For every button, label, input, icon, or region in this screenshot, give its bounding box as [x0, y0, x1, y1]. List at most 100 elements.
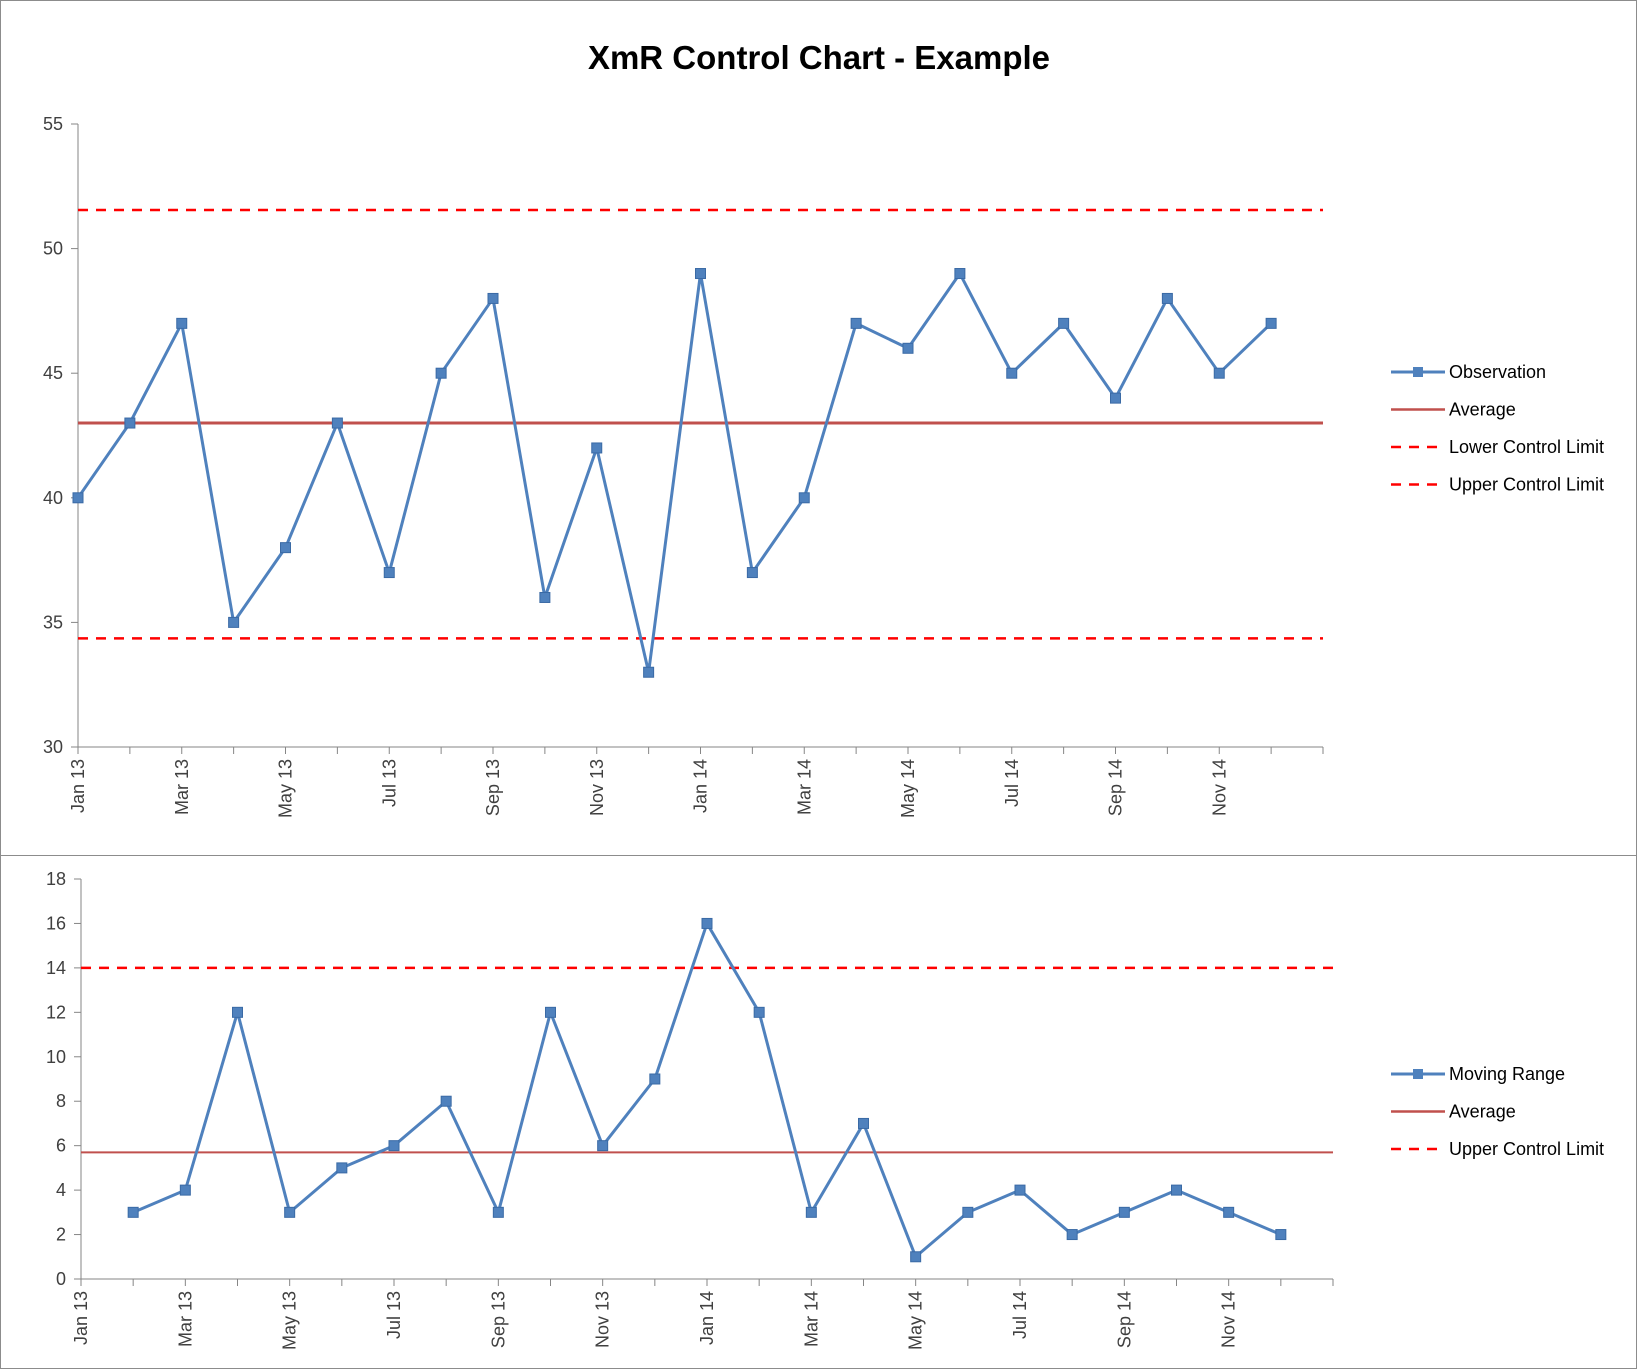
- observation-point: [280, 542, 291, 554]
- observation-line: [76, 272, 1273, 674]
- observation-point: [1110, 392, 1121, 404]
- x-tick-label: Nov 14: [1209, 759, 1229, 816]
- mr-chart-panel: 0 2 4 6 8 10 12 14 16 18 Jan 13 Mar 13 May 13 Jul 13 S…: [0, 855, 1637, 1369]
- observation-point: [695, 268, 706, 280]
- y-tick-label: 10: [46, 1047, 66, 1067]
- x-tick-label: Nov 14: [1219, 1291, 1239, 1348]
- x-tick-label: Nov 13: [587, 759, 607, 816]
- x-tick-label: May 14: [898, 759, 918, 818]
- x-tick-label: Sep 14: [1106, 759, 1126, 816]
- x-tick-label: Jan 14: [691, 759, 711, 813]
- x-tick-label: Sep 14: [1114, 1291, 1134, 1348]
- observation-point: [435, 367, 447, 379]
- y-tick-label: 2: [56, 1225, 66, 1245]
- y-tick-label: 50: [43, 239, 63, 259]
- x-tick-label: Jul 13: [379, 759, 399, 807]
- observation-point: [1265, 317, 1277, 329]
- x-tick-label: Sep 13: [483, 759, 503, 816]
- observation-point: [72, 492, 84, 504]
- x-tick-label: Jan 13: [68, 759, 88, 813]
- y-tick-label: 55: [43, 114, 63, 134]
- y-tick-label: 16: [46, 913, 66, 933]
- observation-point: [1213, 367, 1225, 379]
- moving-range-point: [1223, 1206, 1235, 1218]
- y-tick-label: 0: [56, 1269, 66, 1289]
- legend-observation-label: Observation: [1449, 362, 1546, 382]
- moving-range-point: [336, 1162, 348, 1174]
- moving-range-point: [910, 1251, 922, 1263]
- observation-point: [798, 492, 810, 504]
- observation-point: [124, 417, 136, 429]
- moving-range-point: [1014, 1184, 1026, 1196]
- observation-point: [643, 666, 655, 678]
- moving-range-point: [232, 1006, 243, 1018]
- x-tick-label: May 14: [906, 1291, 926, 1350]
- moving-range-point: [701, 917, 713, 929]
- x-chart-svg: XmR Control Chart - Example 30 35 40 45 50 55 J…: [43, 39, 1604, 818]
- x-tick-label: Nov 13: [593, 1291, 613, 1348]
- observation-point: [954, 268, 966, 280]
- legend-lower-control-limit-label: Lower Control Limit: [1449, 437, 1604, 457]
- x-tick-label: Mar 13: [175, 1291, 195, 1347]
- moving-range-point: [962, 1206, 974, 1218]
- observation-point: [228, 616, 240, 628]
- moving-range-point: [1066, 1229, 1078, 1241]
- observation-point: [902, 342, 914, 354]
- x-tick-label: Jul 14: [1002, 759, 1022, 807]
- x-tick-label: Mar 13: [172, 759, 192, 815]
- y-tick-label: 8: [56, 1091, 66, 1111]
- x-tick-label: Jul 13: [384, 1291, 404, 1339]
- legend-observation-marker: [1413, 367, 1423, 377]
- legend-upper-control-limit-label: Upper Control Limit: [1449, 1139, 1604, 1159]
- legend-average-label: Average: [1449, 1102, 1516, 1122]
- moving-range-point: [805, 1206, 817, 1218]
- moving-range-point: [284, 1206, 296, 1218]
- moving-range-point: [440, 1095, 452, 1107]
- y-tick-label: 45: [43, 363, 63, 383]
- moving-range-point: [492, 1206, 504, 1218]
- legend-moving-range-marker: [1413, 1069, 1423, 1079]
- legend-upper-control-limit-label: Upper Control Limit: [1449, 475, 1604, 495]
- observation-point: [539, 591, 551, 603]
- moving-range-point: [1171, 1184, 1182, 1196]
- moving-range-point: [649, 1073, 661, 1085]
- moving-range-point: [1275, 1229, 1287, 1241]
- observation-point: [1006, 367, 1018, 379]
- moving-range-point: [597, 1140, 609, 1152]
- chart-title: XmR Control Chart - Example: [588, 39, 1050, 76]
- observation-point: [591, 442, 603, 454]
- observation-point: [746, 567, 758, 579]
- y-tick-label: 35: [43, 612, 63, 632]
- observation-point: [383, 567, 395, 579]
- moving-range-point: [858, 1117, 869, 1129]
- y-tick-label: 30: [43, 737, 63, 757]
- x-tick-label: May 13: [276, 759, 296, 818]
- y-tick-label: 14: [46, 958, 66, 978]
- moving-range-point: [1118, 1206, 1130, 1218]
- observation-point: [487, 292, 499, 304]
- observation-point: [1058, 317, 1070, 329]
- legend-average-label: Average: [1449, 400, 1516, 420]
- moving-range-point: [179, 1184, 191, 1196]
- moving-range-point: [753, 1006, 765, 1018]
- x-tick-label: May 13: [280, 1291, 300, 1350]
- x-tick-label: Sep 13: [488, 1291, 508, 1348]
- observation-point: [850, 317, 862, 329]
- observation-point: [331, 417, 343, 429]
- y-tick-label: 18: [46, 869, 66, 889]
- x-tick-label: Jul 14: [1010, 1291, 1030, 1339]
- moving-range-point: [127, 1206, 139, 1218]
- moving-range-line: [132, 921, 1282, 1259]
- y-tick-label: 40: [43, 488, 63, 508]
- x-tick-label: Jan 13: [71, 1291, 91, 1345]
- x-tick-label: Jan 14: [697, 1291, 717, 1345]
- observation-point: [176, 317, 188, 329]
- moving-range-point: [388, 1140, 400, 1152]
- y-tick-label: 6: [56, 1136, 66, 1156]
- moving-range-point: [545, 1006, 556, 1018]
- x-tick-label: Mar 14: [794, 759, 814, 815]
- observation-point: [1161, 292, 1173, 304]
- x-chart-panel: XmR Control Chart - Example 30 35 40 45 50 55 J…: [0, 0, 1637, 856]
- legend-moving-range-label: Moving Range: [1449, 1064, 1565, 1084]
- y-tick-label: 12: [46, 1002, 66, 1022]
